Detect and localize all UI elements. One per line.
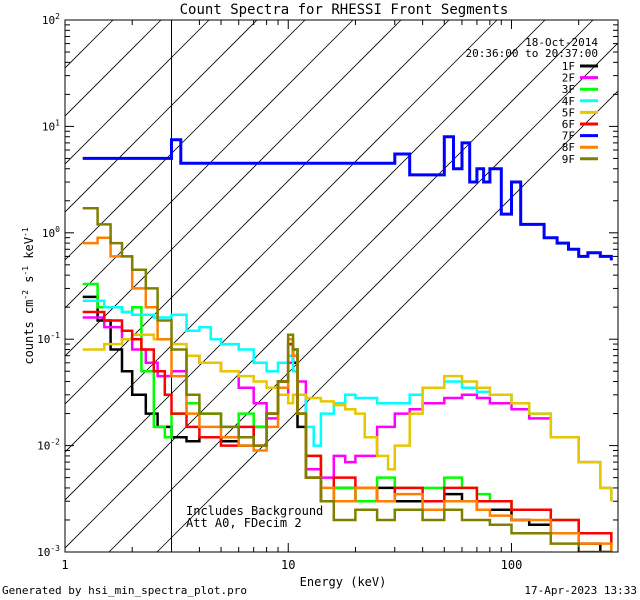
hatch-line [65,20,258,213]
hatch-line [156,90,618,552]
legend-label-3f: 3F [562,83,575,96]
y-label-exp1: -2 [21,290,30,300]
legend-label-7f: 7F [562,130,575,143]
y-tick-label: 100 [42,225,60,240]
note-background: Includes Background [186,504,323,518]
info-time-range: 20:36:00 to 20:37:00 [466,47,598,60]
hatch-line [108,42,618,552]
y-axis-label: counts cm-2 s-1 keV-1 [21,227,36,364]
y-label-mid2: keV [22,237,36,266]
y-label-mid1: s [22,276,36,290]
x-tick-label: 1 [61,558,68,572]
x-tick-label: 10 [281,558,295,572]
x-axis-label: Energy (keV) [300,575,387,589]
y-tick-label: 102 [42,12,60,27]
legend-label-6f: 6F [562,118,575,131]
info-date: 18-Oct-2014 [525,36,598,49]
y-tick-label: 10-1 [37,331,60,346]
hatch-line [65,20,546,501]
hatch-line [65,20,450,405]
legend-label-5f: 5F [562,106,575,119]
hatch-line [65,20,402,357]
hatch-line [65,20,210,165]
legend-label-8f: 8F [562,141,575,154]
legend-label-4f: 4F [562,95,575,108]
hatch-line [65,20,306,261]
y-tick-label: 10-2 [37,438,60,453]
hatch-line [65,20,354,309]
series-line-9f [82,207,612,552]
y-label-exp2: -1 [21,266,30,276]
hatch-line [65,20,498,453]
y-tick-label: 101 [42,118,60,133]
hatched-region [65,20,618,552]
x-tick-label: 100 [501,558,523,572]
y-label-exp3: -1 [21,227,30,237]
legend-label-1f: 1F [562,60,575,73]
y-tick-label: 10-3 [37,544,60,559]
note-attenuator: Att A0, FDecim 2 [186,516,302,530]
hatch-line [65,20,162,117]
chart-title: Count Spectra for RHESSI Front Segments [180,2,509,18]
plot-frame [64,19,619,553]
footer-timestamp: 17-Apr-2023 13:33 [524,584,637,597]
hatch-line [65,20,594,549]
legend-label-9f: 9F [562,153,575,166]
y-label-main: counts cm [22,300,36,365]
series-line-1f [82,295,612,552]
footer-generated-by: Generated by hsi_min_spectra_plot.pro [2,584,247,597]
series-line-7f [82,135,613,261]
legend-label-2f: 2F [562,72,575,85]
